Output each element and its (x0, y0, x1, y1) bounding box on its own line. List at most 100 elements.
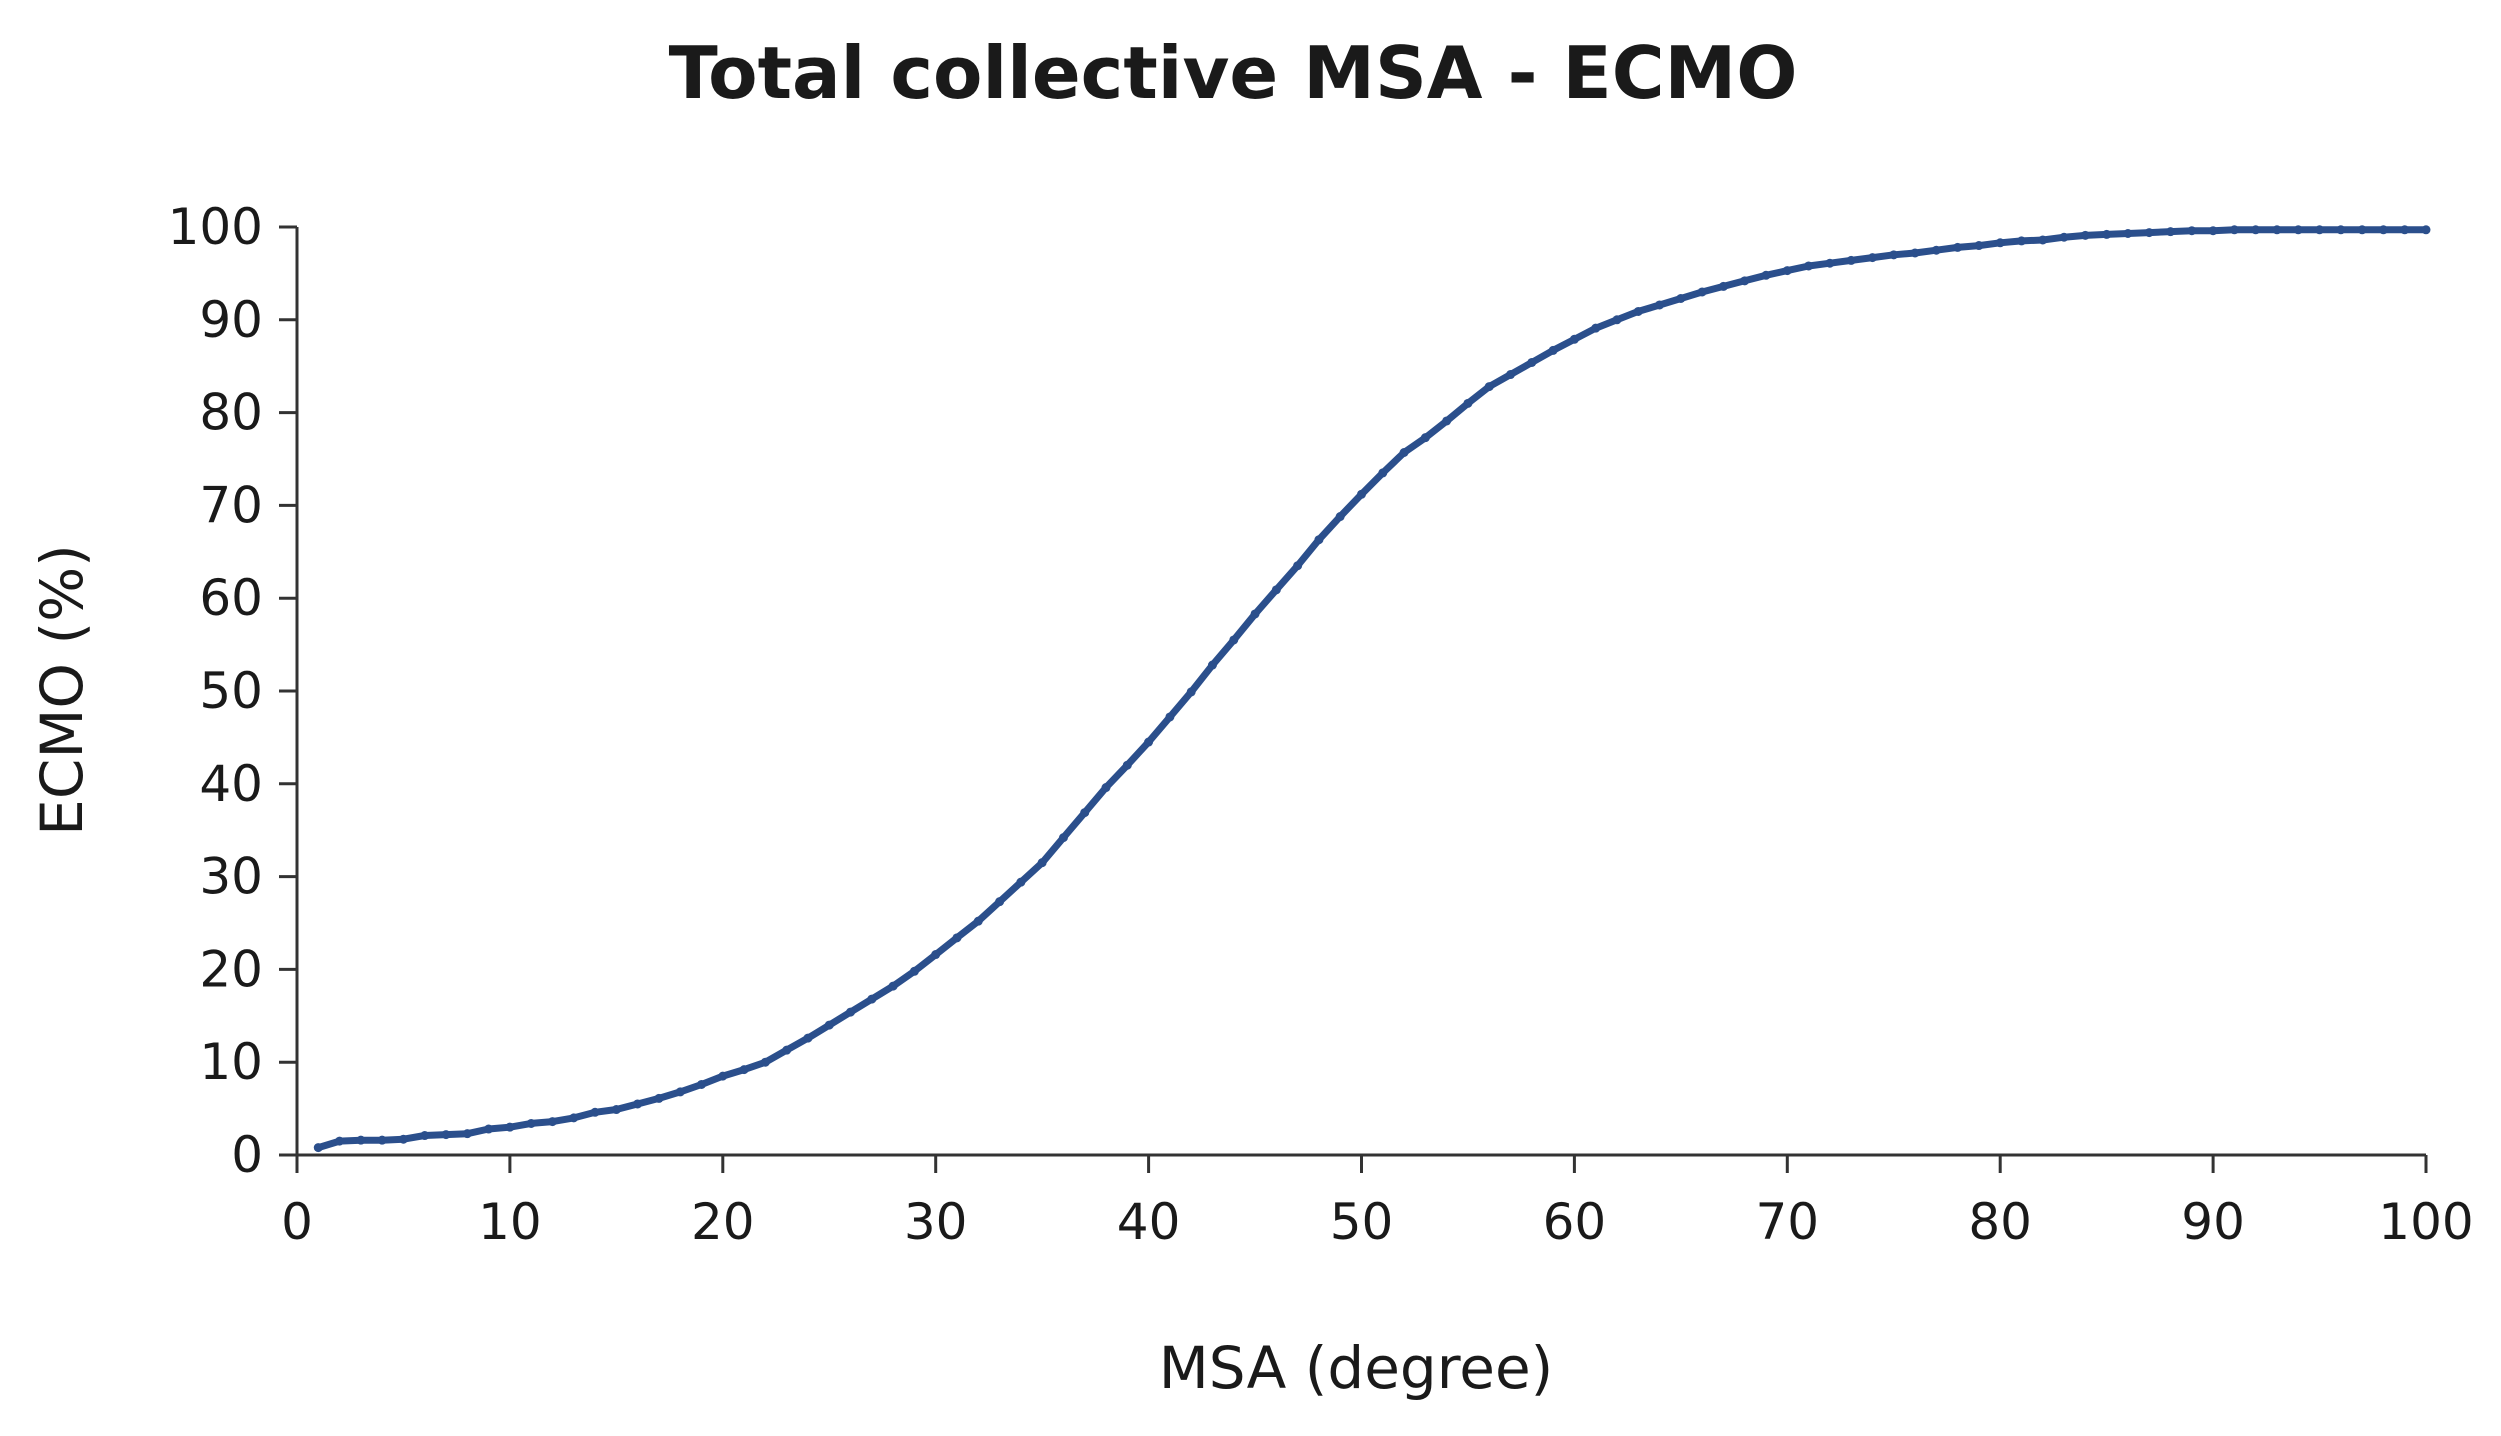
data-point (888, 981, 898, 991)
series-line (314, 226, 2430, 1152)
x-tick-label: 20 (691, 1193, 755, 1251)
x-tick-label: 10 (478, 1193, 542, 1251)
y-tick-label: 50 (199, 662, 263, 720)
data-point (1080, 808, 1090, 818)
data-point (2038, 235, 2048, 245)
data-point (1804, 261, 1814, 271)
data-point (846, 1007, 856, 1017)
data-point (1548, 345, 1558, 355)
axes: 0 10 20 30 40 50 60 70 80 90 100 0 10 20 30 40 50 60 70 80 9… (168, 198, 2474, 1251)
data-point (356, 1135, 366, 1145)
data-point (995, 897, 1005, 907)
data-point (2357, 225, 2367, 235)
data-point (547, 1117, 557, 1127)
data-point (313, 1143, 323, 1153)
y-tick-label: 70 (199, 476, 263, 534)
y-tick-label: 0 (231, 1126, 263, 1184)
data-point (1378, 468, 1388, 478)
x-tick-label: 100 (2378, 1193, 2473, 1251)
data-point (611, 1105, 621, 1115)
data-point (2421, 225, 2431, 235)
data-point (1506, 370, 1516, 380)
data-point (1186, 687, 1196, 697)
data-point (1037, 858, 1047, 868)
y-tick-label: 100 (168, 198, 263, 256)
data-point (1676, 293, 1686, 303)
data-point (1420, 433, 1430, 443)
data-point (803, 1033, 813, 1043)
y-tick-label: 10 (199, 1033, 263, 1091)
data-point (1740, 276, 1750, 286)
data-point (1016, 877, 1026, 887)
data-point (1101, 783, 1111, 793)
data-point (441, 1130, 451, 1140)
data-point (590, 1107, 600, 1117)
data-point (1612, 315, 1622, 325)
data-point (973, 916, 983, 926)
data-point (2400, 225, 2410, 235)
data-point (569, 1113, 579, 1123)
y-tick-label: 40 (199, 755, 263, 813)
data-point (377, 1135, 387, 1145)
data-point (1527, 357, 1537, 367)
data-point (1207, 660, 1217, 670)
data-point (1974, 241, 1984, 251)
data-point (1144, 737, 1154, 747)
x-tick-label: 30 (904, 1193, 968, 1251)
data-point (2166, 227, 2176, 237)
data-point (739, 1065, 749, 1075)
data-point (1229, 635, 1239, 645)
data-point (2293, 225, 2303, 235)
data-point (2059, 232, 2069, 242)
y-axis-title: ECMO (%) (28, 544, 96, 836)
data-point (2251, 225, 2261, 235)
data-point (1335, 512, 1345, 522)
data-point (675, 1087, 685, 1097)
data-point (2208, 226, 2218, 236)
x-tick-label: 60 (1543, 1193, 1607, 1251)
data-point (760, 1057, 770, 1067)
data-point (2016, 236, 2026, 246)
data-point (1761, 270, 1771, 280)
data-point (654, 1093, 664, 1103)
y-tick-label: 20 (199, 940, 263, 998)
data-point (1250, 609, 1260, 619)
data-point (1931, 245, 1941, 255)
data-point (2102, 229, 2112, 239)
data-point (1122, 760, 1132, 770)
data-point (505, 1122, 515, 1132)
data-point (1569, 334, 1579, 344)
data-point (420, 1131, 430, 1141)
data-point (1463, 398, 1473, 408)
data-point (1846, 255, 1856, 265)
data-point (1655, 300, 1665, 310)
x-tick-label: 40 (1117, 1193, 1181, 1251)
data-point (2187, 226, 2197, 236)
data-point (1782, 266, 1792, 276)
data-point (1910, 248, 1920, 258)
data-point (2315, 225, 2325, 235)
data-point (1953, 242, 1963, 252)
data-point (1867, 253, 1877, 263)
data-point (1314, 535, 1324, 545)
data-point (2080, 230, 2090, 240)
data-point (1484, 382, 1494, 392)
data-point (2229, 225, 2239, 235)
data-point (1591, 323, 1601, 333)
data-point (1293, 561, 1303, 571)
chart-title: Total collective MSA - ECMO (669, 31, 1798, 115)
data-point (1271, 585, 1281, 595)
data-point (2378, 225, 2388, 235)
data-point (867, 994, 877, 1004)
data-point (1889, 250, 1899, 260)
x-tick-label: 80 (1968, 1193, 2032, 1251)
data-point (952, 933, 962, 943)
data-point (1718, 281, 1728, 291)
x-tick-label: 90 (2181, 1193, 2245, 1251)
data-point (462, 1129, 472, 1139)
data-point (1399, 448, 1409, 458)
data-point (1697, 287, 1707, 297)
data-point (782, 1045, 792, 1055)
data-point (1357, 489, 1366, 499)
